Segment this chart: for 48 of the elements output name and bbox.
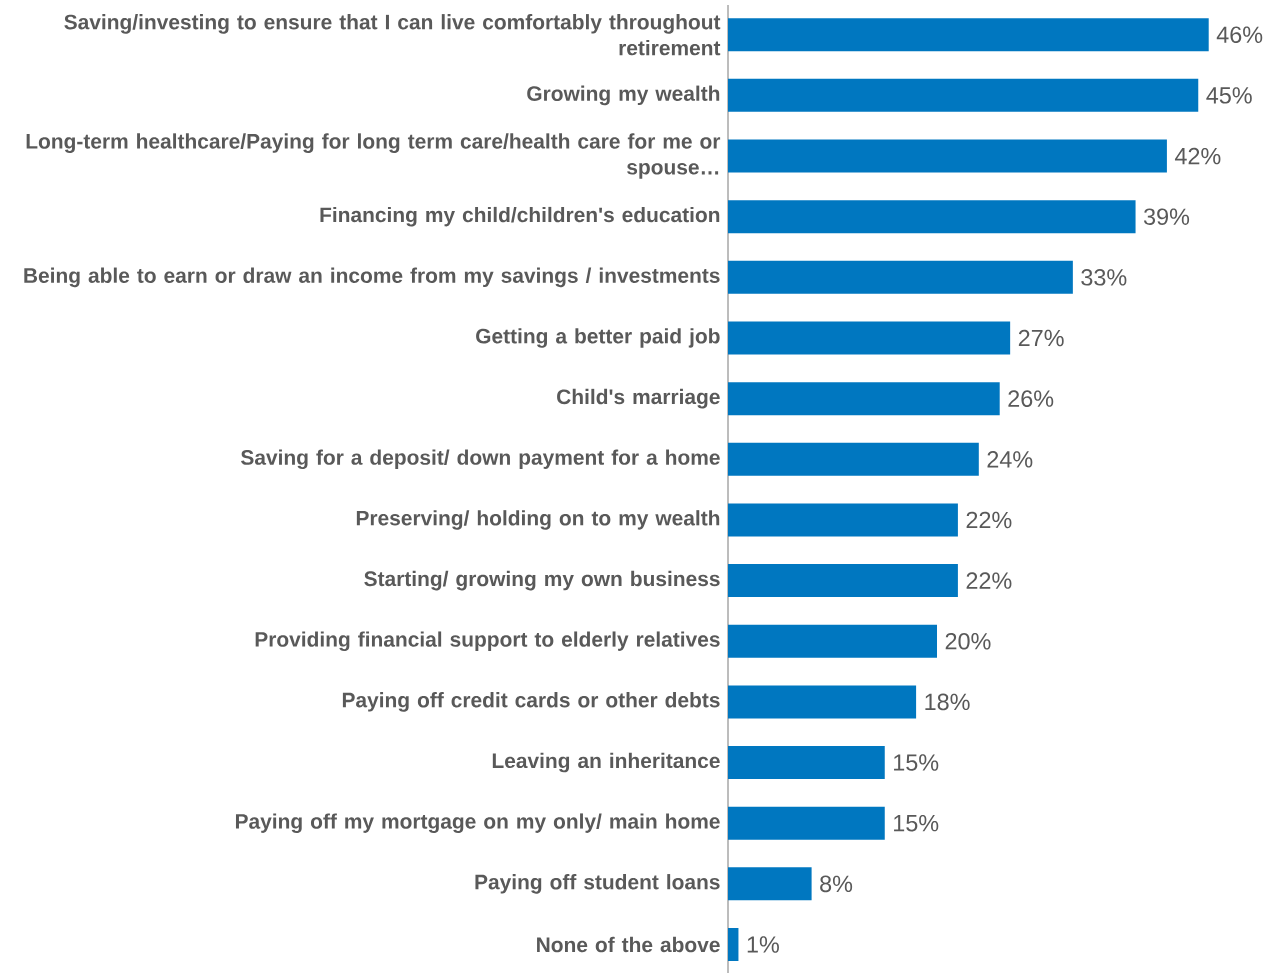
- bar: [728, 321, 1011, 355]
- bar: [728, 685, 917, 719]
- data-label: 24%: [987, 451, 1033, 468]
- y-tick-label: Starting/ growing my own business: [364, 570, 720, 591]
- bar: [728, 78, 1199, 112]
- data-label: 22%: [966, 572, 1012, 589]
- data-label: 42%: [1174, 147, 1221, 165]
- y-tick-label: Preserving/ holding on to my wealth: [356, 510, 720, 530]
- data-label: 22%: [966, 511, 1012, 529]
- data-label: 1%: [747, 936, 779, 953]
- bar: [728, 928, 739, 961]
- bar: [728, 564, 958, 598]
- bar: [728, 442, 979, 476]
- data-label: 46%: [1216, 26, 1263, 44]
- bar: [728, 806, 885, 840]
- y-tick-label: Paying off credit cards or other debts: [342, 692, 720, 712]
- data-label: 18%: [925, 693, 970, 711]
- data-label: 27%: [1018, 329, 1064, 347]
- y-tick-label: Leaving an inheritance: [492, 752, 720, 773]
- y-tick-label: None of the above: [537, 936, 720, 953]
- bar: [728, 200, 1136, 234]
- data-label: 20%: [945, 632, 991, 650]
- y-tick-label: Long-term healthcare/Paying for long term care/health care for me or spouse…: [26, 133, 721, 179]
- data-label: 15%: [894, 814, 939, 832]
- data-label: 26%: [1008, 390, 1054, 407]
- data-label: 33%: [1081, 269, 1127, 286]
- data-label: 8%: [820, 875, 853, 893]
- y-tick-label: Saving/investing to ensure that I can live comfortably throughout retirement: [64, 14, 721, 56]
- bar: [728, 260, 1073, 294]
- bar: [728, 139, 1167, 173]
- y-tick-label: Paying off student loans: [475, 874, 720, 894]
- bar: [728, 867, 812, 901]
- bar: [728, 746, 885, 780]
- data-label: 15%: [894, 754, 939, 771]
- bar: [728, 503, 958, 537]
- bar: [728, 624, 937, 658]
- y-tick-label: Being able to earn or draw an income from my savings / investments: [24, 267, 720, 288]
- y-tick-label: Growing my wealth: [527, 85, 720, 106]
- y-tick-label: Child's marriage: [557, 388, 720, 409]
- y-tick-label: Saving for a deposit/ down payment for a home: [241, 449, 720, 470]
- y-tick-label: Providing financial support to elderly relatives: [255, 631, 720, 652]
- bar: [728, 18, 1209, 52]
- bar: [728, 382, 1000, 416]
- y-tick-label: Financing my child/children's education: [320, 206, 720, 227]
- y-tick-label: Paying off my mortgage on my only/ main home: [235, 813, 720, 833]
- data-label: 45%: [1206, 87, 1252, 104]
- data-label: 39%: [1143, 208, 1190, 225]
- y-tick-label: Getting a better paid job: [476, 328, 720, 348]
